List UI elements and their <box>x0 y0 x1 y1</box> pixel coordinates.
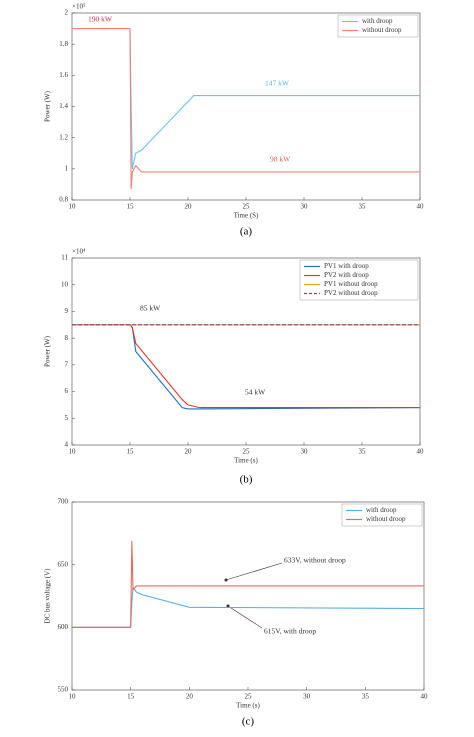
x-tick-label: 25 <box>245 693 253 701</box>
y-tick-label: 7 <box>65 360 69 368</box>
annotation: 147 kW <box>265 79 290 88</box>
x-tick-label: 25 <box>243 203 251 211</box>
series-line <box>72 28 420 169</box>
legend-label: PV2 with droop <box>324 271 369 279</box>
y-axis-label: Power (W) <box>44 335 52 367</box>
x-tick-label: 30 <box>301 203 309 211</box>
legend-label: with droop <box>362 17 393 25</box>
annotation-arrow <box>227 605 263 629</box>
annotation: 98 kW <box>270 155 291 164</box>
plot-area <box>71 501 425 691</box>
x-tick-label: 40 <box>421 693 429 701</box>
y-tick-label: 1.8 <box>59 40 68 48</box>
legend-box <box>341 503 423 527</box>
x-tick-label: 20 <box>185 448 193 456</box>
legend-label: PV1 with droop <box>324 262 369 270</box>
y-tick-label: 10 <box>61 280 69 288</box>
y-tick-label: 1.4 <box>59 102 68 110</box>
annotation: 85 kW <box>140 304 161 313</box>
x-tick-label: 15 <box>127 203 135 211</box>
x-tick-label: 25 <box>243 448 251 456</box>
series-line <box>72 28 420 190</box>
arrow-head <box>224 578 228 582</box>
y-multiplier: ×10⁵ <box>72 3 86 11</box>
legend-box <box>337 14 419 38</box>
x-tick-label: 10 <box>69 448 77 456</box>
legend-label: PV2 without droop <box>324 289 378 297</box>
y-tick-label: 700 <box>58 498 69 506</box>
x-tick-label: 35 <box>359 448 367 456</box>
annotation-arrow <box>225 562 283 581</box>
x-tick-label: 10 <box>69 693 77 701</box>
caption: (c) <box>242 716 255 728</box>
legend-label: without droop <box>366 515 406 523</box>
y-tick-label: 600 <box>58 623 69 631</box>
x-tick-label: 20 <box>185 203 193 211</box>
annotation: 190 kW <box>88 15 113 24</box>
series-line <box>72 540 424 628</box>
series-line <box>72 585 425 628</box>
y-tick-label: 4 <box>65 441 69 449</box>
x-tick-label: 15 <box>127 448 135 456</box>
x-tick-label: 35 <box>359 203 367 211</box>
y-tick-label: 6 <box>65 387 69 395</box>
y-tick-label: 1.6 <box>59 71 68 79</box>
x-tick-label: 40 <box>417 448 425 456</box>
y-tick-label: 550 <box>58 686 69 694</box>
annotation: 615V, with droop <box>264 627 316 636</box>
caption: (a) <box>240 226 253 238</box>
y-tick-label: 11 <box>61 254 68 262</box>
y-tick-label: 650 <box>58 560 69 568</box>
x-tick-label: 10 <box>69 203 77 211</box>
y-tick-label: 1.2 <box>59 133 68 141</box>
x-axis-label: Time (S) <box>234 212 260 220</box>
x-tick-label: 30 <box>301 448 309 456</box>
y-tick-label: 2 <box>65 9 69 17</box>
x-tick-label: 20 <box>186 693 194 701</box>
x-tick-label: 35 <box>362 693 370 701</box>
x-axis-label: Time (s) <box>234 457 258 465</box>
caption: (b) <box>240 474 253 486</box>
y-axis-label: DC bus voltage (V) <box>44 568 52 624</box>
legend-label: with droop <box>366 506 397 514</box>
y-multiplier: ×10⁴ <box>72 248 86 256</box>
y-tick-label: 1 <box>65 164 69 172</box>
arrow-head <box>226 604 230 608</box>
y-tick-label: 9 <box>65 307 69 315</box>
x-tick-label: 40 <box>417 203 425 211</box>
y-tick-label: 0.8 <box>59 196 68 204</box>
y-tick-label: 5 <box>65 414 69 422</box>
legend-label: PV1 without droop <box>324 280 378 288</box>
y-axis-label: Power (W) <box>44 90 52 122</box>
x-axis-label: Time (s) <box>236 702 260 710</box>
annotation: 54 kW <box>245 388 266 397</box>
y-tick-label: 8 <box>65 334 69 342</box>
annotation: 633V, without droop <box>284 556 346 565</box>
x-tick-label: 15 <box>127 693 135 701</box>
x-tick-label: 30 <box>303 693 311 701</box>
legend-label: without droop <box>362 26 402 34</box>
